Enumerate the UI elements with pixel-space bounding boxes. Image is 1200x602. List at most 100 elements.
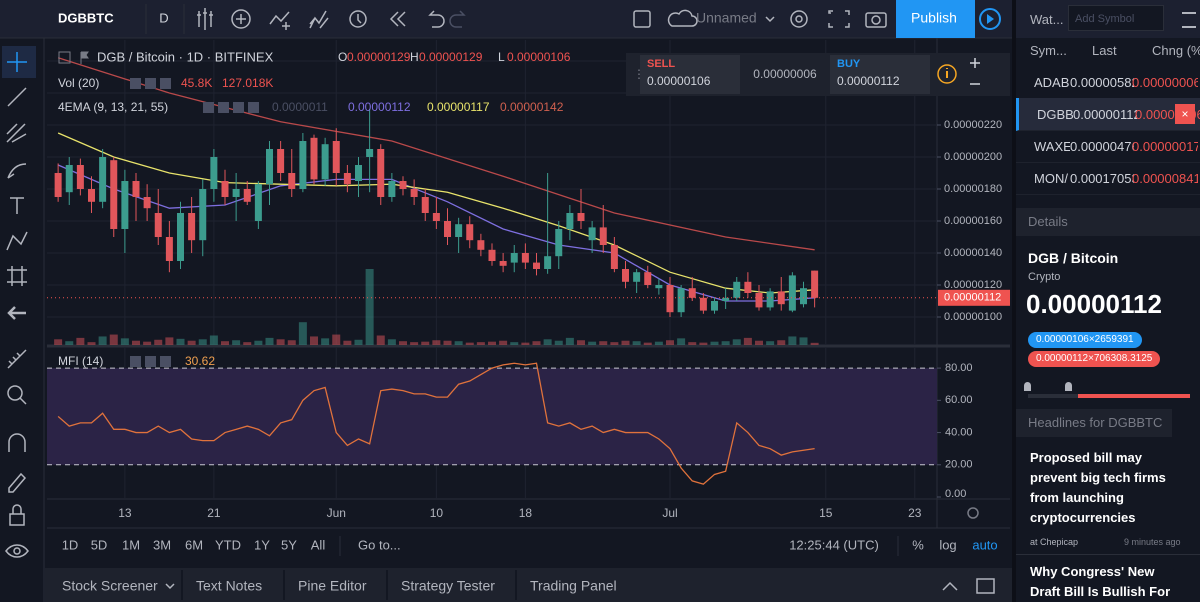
candle-body: [310, 137, 318, 180]
range-button[interactable]: 5D: [91, 537, 108, 552]
range-button[interactable]: 1Y: [254, 537, 270, 552]
chevron[interactable]: [765, 16, 775, 23]
buy-label[interactable]: BUY: [837, 58, 861, 70]
legend-button[interactable]: [218, 102, 229, 113]
chart-type-icon[interactable]: [197, 8, 213, 30]
panel-tab[interactable]: Trading Panel: [530, 578, 617, 594]
range-button[interactable]: YTD: [215, 537, 241, 552]
headline[interactable]: Proposed bill may prevent big tech firms…: [1030, 450, 1166, 525]
templates-icon[interactable]: [309, 10, 329, 29]
x-tick-label: Jun: [327, 506, 346, 520]
toolbar-icons: [197, 8, 887, 30]
goto-button[interactable]: Go to...: [358, 537, 401, 552]
headlines-menu[interactable]: [1172, 409, 1200, 437]
line-tool[interactable]: [7, 87, 27, 107]
buy-price[interactable]: 0.00000112: [837, 74, 900, 88]
magnet-tool[interactable]: [8, 433, 26, 452]
panel-tab[interactable]: Strategy Tester: [401, 578, 495, 594]
redo-icon[interactable]: [449, 10, 466, 28]
headlines-header[interactable]: Headlines for DGBBTC: [1016, 409, 1200, 437]
layout-icon[interactable]: [633, 10, 651, 28]
layout-name[interactable]: Unnamed: [696, 10, 757, 26]
range-button[interactable]: 5Y: [281, 537, 297, 552]
scale-option[interactable]: auto: [972, 537, 997, 552]
range-button[interactable]: 3M: [153, 537, 171, 552]
back-arrow[interactable]: [7, 306, 26, 320]
legend-button[interactable]: [248, 102, 259, 113]
legend-button[interactable]: [145, 78, 156, 89]
pitchfork-tool[interactable]: [6, 123, 27, 143]
brush-tool[interactable]: [7, 163, 27, 179]
measure-tool[interactable]: [7, 349, 27, 369]
range-button[interactable]: 6M: [185, 537, 203, 552]
maximize-icon[interactable]: [976, 578, 995, 594]
publish-button[interactable]: [896, 0, 975, 38]
sell-button[interactable]: [640, 55, 740, 94]
snapshot-icon[interactable]: [865, 12, 887, 28]
scale-option[interactable]: %: [912, 537, 924, 552]
interval[interactable]: D: [159, 10, 168, 25]
sell-label[interactable]: SELL: [647, 58, 675, 70]
headline[interactable]: Why Congress' New Draft Bill Is Bullish …: [1030, 564, 1171, 599]
settings-icon[interactable]: [790, 10, 808, 28]
legend-button[interactable]: [160, 78, 171, 89]
watchlist-row[interactable]: WAXE 0.00000476 0.00000017: [1016, 130, 1200, 163]
mfi-title[interactable]: MFI (14): [58, 354, 103, 368]
column-header[interactable]: Last: [1092, 43, 1117, 58]
column-header[interactable]: Sym...: [1030, 43, 1067, 58]
remove-button[interactable]: ×: [1175, 104, 1195, 124]
column-header[interactable]: Chng (%: [1152, 43, 1200, 58]
volume-title[interactable]: Vol (20): [58, 76, 99, 90]
visibility-tool[interactable]: [5, 544, 29, 558]
details-header[interactable]: Details: [1016, 208, 1200, 236]
grip[interactable]: ⋮: [633, 67, 645, 81]
add-symbol-input[interactable]: Add Symbol: [1068, 5, 1164, 31]
sell-price[interactable]: 0.00000106: [647, 74, 711, 88]
watchlist-row[interactable]: ADAB 0.00000582 0.00000006: [1016, 66, 1200, 99]
pattern-tool[interactable]: [6, 231, 28, 251]
legend-button[interactable]: [203, 102, 214, 113]
range-button[interactable]: All: [311, 537, 326, 552]
watchlist-row[interactable]: DGBB 0.00000112 0.00000006 ×: [1016, 98, 1200, 131]
crosshair-tool[interactable]: [7, 52, 27, 72]
compare-icon[interactable]: [269, 11, 290, 30]
range-button[interactable]: 1M: [122, 537, 140, 552]
legend-button[interactable]: [145, 356, 156, 367]
cloud-icon[interactable]: [667, 9, 698, 27]
drawing-mode-tool[interactable]: [8, 472, 27, 493]
buy-button[interactable]: [830, 55, 930, 94]
undo-icon[interactable]: [428, 10, 445, 28]
flag-icon[interactable]: [80, 51, 89, 64]
collapse-icon[interactable]: [58, 51, 71, 64]
menu-icon[interactable]: [1182, 12, 1196, 28]
legend-button[interactable]: [130, 356, 141, 367]
ema-title[interactable]: 4EMA (9, 13, 21, 55): [58, 100, 168, 114]
zoom-tool[interactable]: [7, 385, 23, 401]
legend-button[interactable]: [130, 78, 141, 89]
lock-tool[interactable]: [9, 513, 25, 526]
replay-icon[interactable]: [389, 11, 406, 27]
zoom-buttons[interactable]: [970, 58, 980, 85]
watchlist-row[interactable]: MON/0.00017053 0.00000841: [1016, 162, 1200, 195]
prediction-tool[interactable]: [7, 266, 27, 286]
panel-tab[interactable]: Text Notes: [196, 578, 262, 594]
info-icon[interactable]: [937, 64, 957, 84]
chevrons[interactable]: [165, 581, 958, 591]
series-title[interactable]: DGB / Bitcoin · 1D · BITFINEX: [97, 49, 274, 64]
legend-button[interactable]: [160, 356, 171, 367]
legend-button[interactable]: [233, 102, 244, 113]
scale-option[interactable]: log: [939, 537, 956, 552]
indicators-icon[interactable]: [231, 9, 251, 29]
range-button[interactable]: 1D: [62, 537, 79, 552]
alert-icon[interactable]: [349, 10, 367, 28]
fullscreen-icon[interactable]: [828, 10, 850, 28]
symbol[interactable]: DGBBTC: [58, 10, 114, 25]
panel-tab[interactable]: Stock Screener: [62, 578, 158, 594]
play-button[interactable]: [979, 8, 1001, 30]
panel-tab[interactable]: Pine Editor: [298, 578, 367, 594]
text-tool[interactable]: [10, 197, 24, 214]
publish-label[interactable]: Publish: [911, 10, 957, 26]
watchlist-title[interactable]: Wat...: [1030, 12, 1064, 27]
axis-settings[interactable]: [967, 507, 979, 519]
y-tick-label: 0.00000140: [944, 247, 1002, 259]
